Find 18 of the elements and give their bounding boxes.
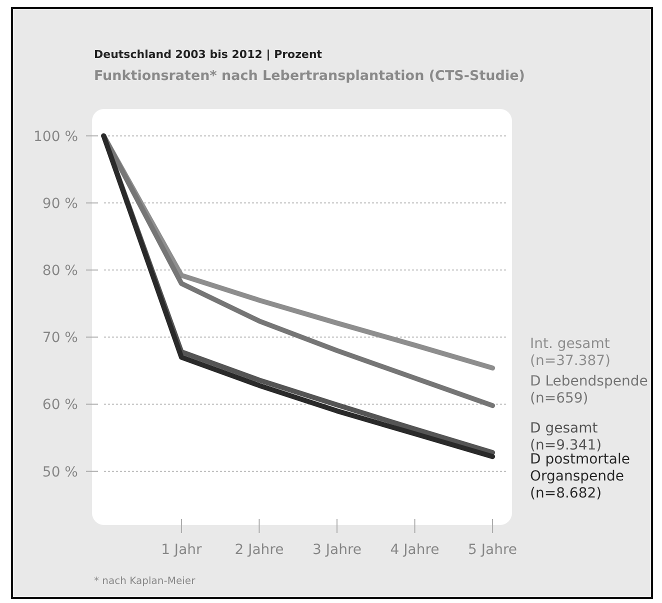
text: D Lebendspende (n=659) [530,374,648,407]
x-tick-label: 3 Jahre [312,542,362,558]
y-tick-label: 70 % [42,330,78,346]
x-tick-label: 2 Jahre [234,542,284,558]
text: * nach Kaplan-Meier [94,576,196,587]
x-tick-label: 4 Jahre [390,542,440,558]
y-tick-label: 90 % [42,196,78,212]
text: Int. gesamt (n=37.387) [530,336,611,369]
y-tick-label: 60 % [42,397,78,414]
chart-subtitle: Funktionsraten* nach Lebertransplantation (CTS-Studie) [94,68,525,84]
chart-title: Deutschland 2003 bis 2012 | Prozent [94,48,322,61]
text: D gesamt (n=9.341) [530,420,602,454]
y-tick-label: 80 % [42,263,78,280]
x-tick-label: 5 Jahre [468,542,518,558]
y-tick-label: 50 % [42,464,78,480]
y-tick-label: 100 % [34,128,78,145]
x-tick-label: 1 Jahr [161,542,202,558]
text: D postmortale Organspende (n=8.682) [530,452,630,502]
